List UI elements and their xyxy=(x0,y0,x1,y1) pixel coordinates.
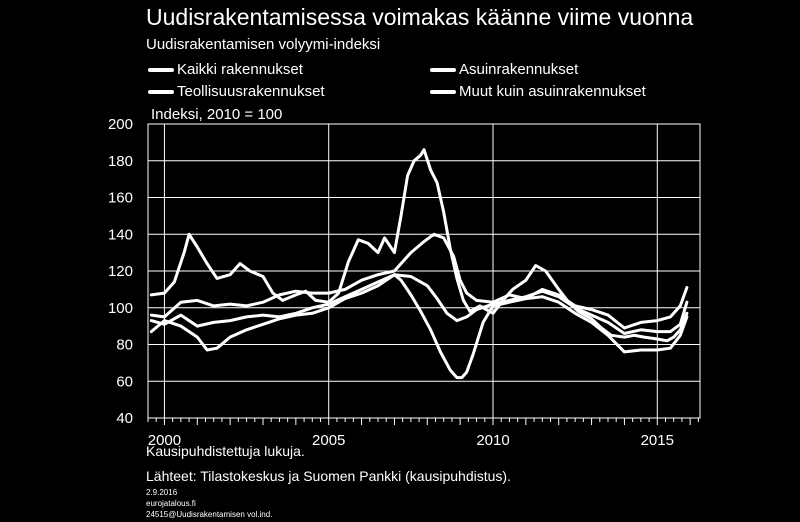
legend-item-kaikki: Kaikki rakennukset xyxy=(148,61,303,78)
legend-item-muut: Muut kuin asuinrakennukset xyxy=(430,83,646,100)
y-tick-label: 60 xyxy=(116,373,133,390)
x-tick-label: 2010 xyxy=(476,432,509,449)
x-tick-label: 2015 xyxy=(641,432,674,449)
source-note: Lähteet: Tilastokeskus ja Suomen Pankki … xyxy=(146,468,511,484)
y-tick-label: 140 xyxy=(108,226,133,243)
footnote: Kausipuhdistettuja lukuja. xyxy=(146,443,305,459)
series-line-muut-kuin-asuinrakennukset xyxy=(149,232,689,330)
legend-swatch xyxy=(430,89,456,94)
chart-title: Uudisrakentamisessa voimakas käänne viim… xyxy=(146,4,694,30)
x-tick-label: 2000 xyxy=(148,432,181,449)
legend-label: Asuinrakennukset xyxy=(459,61,579,78)
y-tick-label: 40 xyxy=(116,410,133,427)
chart-subtitle: Uudisrakentamisen volyymi-indeksi xyxy=(146,36,381,53)
legend-swatch xyxy=(430,67,456,72)
legend-label: Muut kuin asuinrakennukset xyxy=(459,83,646,100)
y-tick-label: 160 xyxy=(108,190,133,207)
y-tick-label: 120 xyxy=(108,263,133,280)
legend-swatch xyxy=(148,89,174,94)
series-line-kaikki-rakennukset xyxy=(149,273,689,335)
y-tick-label: 180 xyxy=(108,153,133,170)
y-tick-label: 100 xyxy=(108,300,133,317)
date-note: 2.9.2016 xyxy=(146,488,178,497)
legend-label: Teollisuusrakennukset xyxy=(177,83,325,100)
y-tick-label: 80 xyxy=(116,337,133,354)
site-note: eurojatalous.fi xyxy=(146,499,196,508)
legend-label: Kaikki rakennukset xyxy=(177,61,303,78)
legend-item-asuin: Asuinrakennukset xyxy=(430,61,578,78)
legend-item-teollisuus: Teollisuusrakennukset xyxy=(148,83,325,100)
y-axis-unit-label: Indeksi, 2010 = 100 xyxy=(151,106,283,123)
series-line-teollisuusrakennukset xyxy=(149,148,689,343)
series-line-asuinrakennukset xyxy=(149,273,689,380)
legend-swatch xyxy=(148,67,174,72)
file-reference: 24515@Uudisrakentamisen vol.ind. xyxy=(146,510,273,519)
y-tick-label: 200 xyxy=(108,116,133,133)
x-tick-label: 2005 xyxy=(312,432,345,449)
